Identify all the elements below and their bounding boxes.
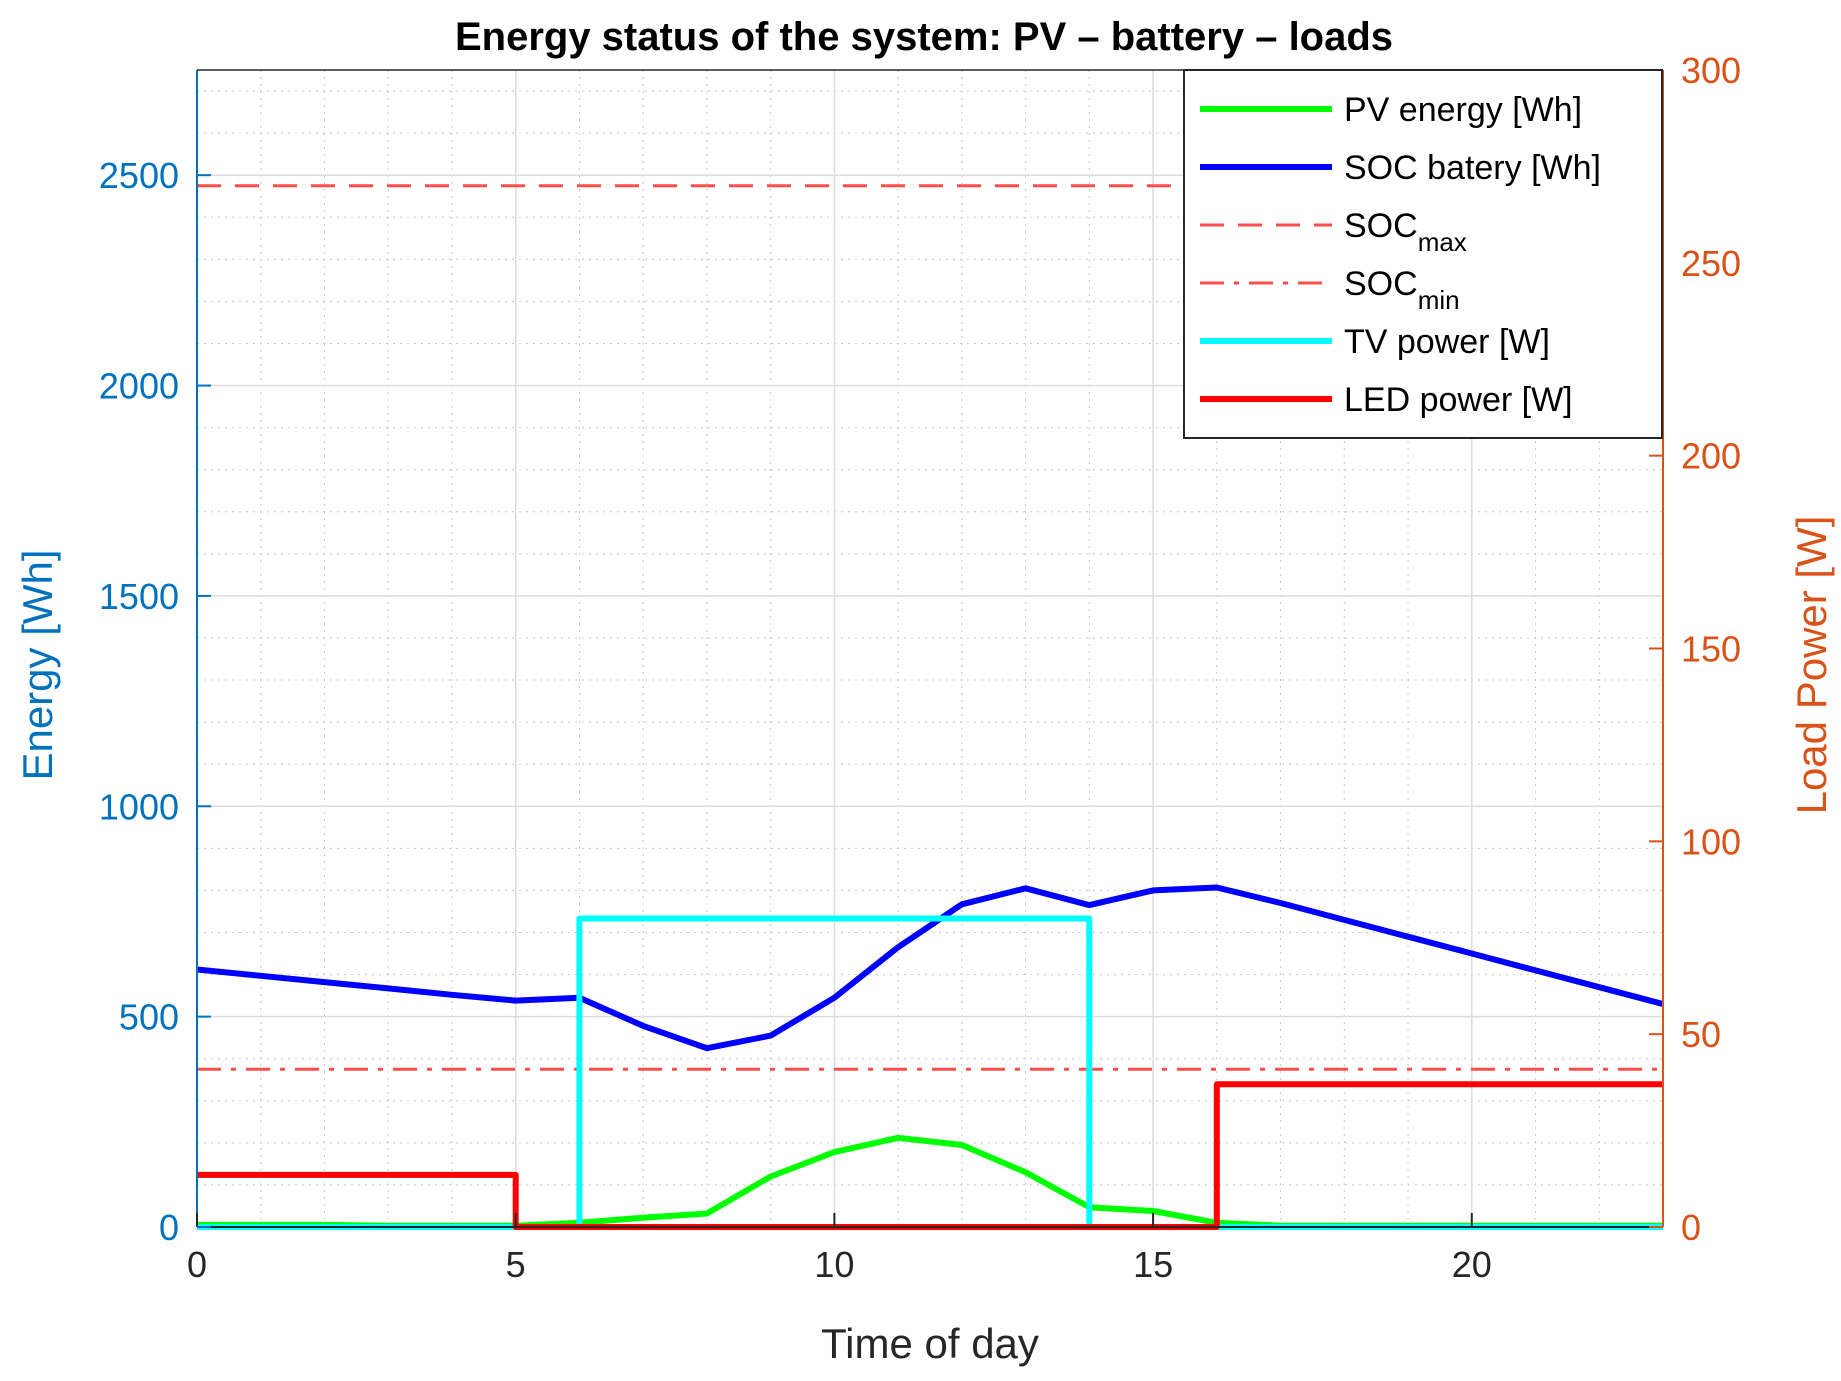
x-axis-label: Time of day (821, 1320, 1039, 1367)
y-axis-left-label: Energy [Wh] (14, 549, 61, 780)
y-axis-right-label: Load Power [W] (1788, 516, 1835, 815)
y-right-tick-label: 50 (1681, 1014, 1721, 1055)
y-right-tick-label: 300 (1681, 50, 1741, 91)
legend-label-5: LED power [W] (1344, 381, 1573, 419)
legend-label-0: PV energy [Wh] (1344, 91, 1582, 129)
legend-label-1: SOC batery [Wh] (1344, 149, 1601, 187)
y-right-tick-label: 100 (1681, 821, 1741, 862)
legend-label-4: TV power [W] (1344, 323, 1550, 361)
y-left-tick-label: 2000 (99, 366, 179, 407)
y-left-tick-label: 2500 (99, 155, 179, 196)
y-left-tick-label: 0 (159, 1207, 179, 1248)
legend-label-subscript: max (1418, 227, 1467, 257)
y-left-tick-label: 1500 (99, 576, 179, 617)
x-tick-label: 5 (506, 1244, 526, 1285)
legend-label-subscript: min (1418, 285, 1460, 315)
x-tick-label: 20 (1452, 1244, 1492, 1285)
y-right-tick-label: 200 (1681, 436, 1741, 477)
series-line-1 (196, 884, 1664, 1052)
legend-box (1183, 69, 1663, 439)
legend: PV energy [Wh]SOC batery [Wh]SOCmaxSOCmi… (1183, 69, 1663, 439)
y-right-tick-label: 0 (1681, 1207, 1701, 1248)
chart-title: Energy status of the system: PV – batter… (455, 15, 1393, 59)
y-right-tick-label: 250 (1681, 243, 1741, 284)
y-left-tick-label: 500 (119, 997, 179, 1038)
y-left-tick-label: 1000 (99, 786, 179, 827)
x-tick-label: 0 (187, 1244, 207, 1285)
x-tick-label: 10 (814, 1244, 854, 1285)
x-tick-label: 15 (1133, 1244, 1173, 1285)
y-right-tick-label: 150 (1681, 629, 1741, 670)
